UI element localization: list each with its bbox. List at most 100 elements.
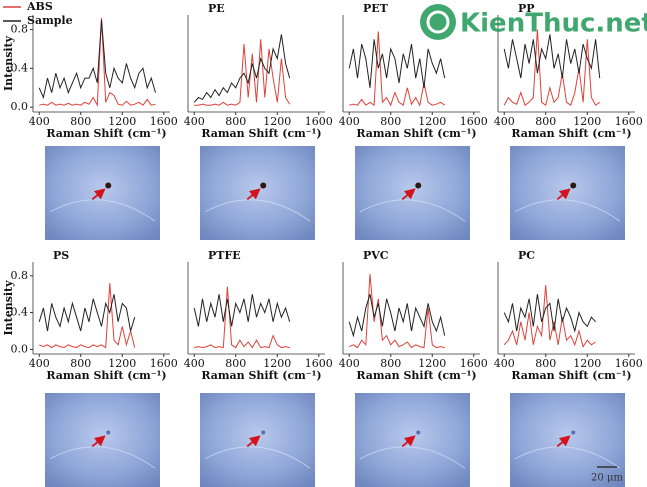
spectrum-line [503,284,596,348]
legend-label: ABS [26,0,53,13]
y-axis-label: Intensity [2,280,15,336]
x-tick-label: 400 [339,115,360,128]
x-tick-label: 1600 [615,357,643,370]
x-tick-label: 1600 [305,115,333,128]
spectrum-line [39,283,136,349]
spectrum-line [348,39,446,88]
micrograph-texture [514,199,621,222]
pointer-arrow [246,188,261,201]
x-tick-label: 1200 [263,115,291,128]
chart-title: PET [363,2,389,15]
micrograph-texture [49,446,156,469]
x-tick-label: 1200 [573,357,601,370]
spectrum-line [194,286,290,349]
y-axis-label: Intensity [2,35,15,91]
x-axis-label: Raman Shift (cm⁻¹) [511,369,631,382]
spectrum-line [348,294,446,338]
chart-title: PTFE [208,249,241,262]
x-axis-label: Raman Shift (cm⁻¹) [511,127,631,140]
x-tick-label: 800 [70,357,91,370]
x-tick-label: 1200 [418,357,446,370]
x-axis-label: Raman Shift (cm⁻¹) [356,127,476,140]
chart-title: PE [208,2,225,15]
x-tick-label: 400 [184,115,205,128]
pointer-arrow [91,188,106,201]
micrograph [355,146,470,240]
x-tick-label: 1200 [573,115,601,128]
chart-title: PP [518,2,535,15]
pointer-arrow [401,435,416,448]
spectrum-line [38,294,136,332]
y-tick-label: 0.0 [11,342,29,355]
x-tick-label: 1600 [150,357,178,370]
x-tick-label: 1600 [460,115,488,128]
spectrum-line [503,29,600,107]
watermark-text: KienThuc.net.vn [460,9,647,39]
pointer-arrow [91,435,106,448]
x-axis-label: Raman Shift (cm⁻¹) [46,127,166,140]
x-tick-label: 1600 [150,115,178,128]
micrograph-texture [359,446,466,469]
micrograph [355,393,470,487]
x-tick-label: 1200 [108,357,136,370]
spectrum-line [39,17,156,108]
y-tick-label: 0.0 [11,100,29,113]
watermark: KienThuc.net.vn [420,4,647,40]
particle [416,430,421,435]
x-tick-label: 800 [380,357,401,370]
y-tick-label: 0.8 [11,23,29,36]
x-tick-label: 800 [535,357,556,370]
x-tick-label: 400 [184,357,205,370]
x-tick-label: 800 [225,115,246,128]
x-tick-label: 400 [494,357,515,370]
x-tick-label: 1200 [263,357,291,370]
scale-bar-label: 20 μm [591,473,623,484]
spectrum-line [193,34,291,103]
x-tick-label: 1600 [460,357,488,370]
y-tick-label: 0.8 [11,269,29,282]
particle [106,430,111,435]
x-tick-label: 400 [494,115,515,128]
particle [415,182,422,189]
x-axis-label: Raman Shift (cm⁻¹) [201,369,321,382]
x-tick-label: 800 [380,115,401,128]
micrograph-texture [514,446,621,469]
watermark-logo-ring [426,10,450,34]
spectrum-line [503,34,601,79]
spectrum-line [503,294,596,333]
x-tick-label: 1200 [418,115,446,128]
micrograph [45,393,160,487]
x-axis-label: Raman Shift (cm⁻¹) [356,369,476,382]
micrograph-texture [49,199,156,222]
pointer-arrow [401,188,416,201]
particle [571,430,576,435]
spectrum-line [193,294,291,327]
particle [570,182,577,189]
legend-label: Sample [27,14,73,27]
particle [105,182,112,189]
chart-title: PC [518,249,535,262]
micrograph [45,146,160,240]
pointer-arrow [556,188,571,201]
spectrum-line [194,39,291,106]
y-tick-label: 0.4 [11,61,29,74]
micrograph-texture [204,199,311,222]
chart-title: PVC [363,249,389,262]
x-tick-label: 1600 [305,357,333,370]
x-tick-label: 400 [339,357,360,370]
spectrum-line [349,31,445,107]
spectrum-line [349,273,445,349]
chart-title: PS [53,249,69,262]
x-tick-label: 1600 [615,115,643,128]
micrograph [510,146,625,240]
micrograph [200,146,315,240]
particle [260,182,267,189]
micrograph [200,393,315,487]
spectrum-line [38,19,156,100]
x-tick-label: 800 [225,357,246,370]
x-tick-label: 400 [29,357,50,370]
particle [261,430,266,435]
x-tick-label: 800 [535,115,556,128]
